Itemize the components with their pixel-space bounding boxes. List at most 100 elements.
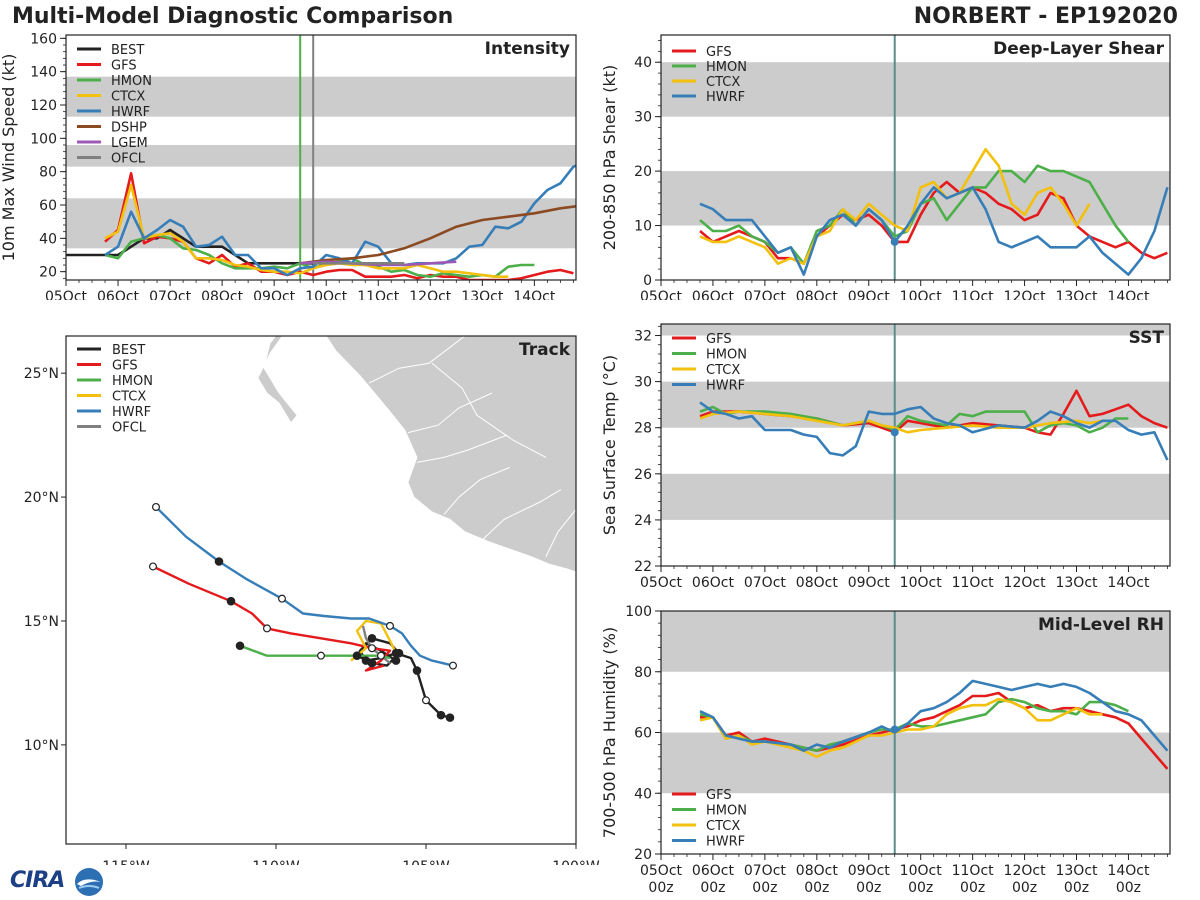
intensity-series-ctcx: [104, 183, 509, 278]
intensity-chart: 2040608010012014016005Oct00z06Oct00z07Oc…: [0, 31, 577, 300]
intensity-ytick-label: 40: [39, 231, 57, 247]
track-xtick-label: 115°W: [102, 859, 150, 865]
rh-forecast-marker: [890, 725, 899, 734]
shear-xtick-date: 09Oct: [848, 289, 891, 300]
shear-xtick-date: 08Oct: [796, 289, 839, 300]
state-border: [368, 336, 466, 384]
sst-ytick-label: 22: [634, 559, 652, 575]
rh-xtick-hour: 00z: [804, 880, 829, 896]
sst-xtick-date: 06Oct: [692, 575, 735, 590]
intensity-series-lgem: [300, 260, 457, 267]
intensity-ytick-label: 140: [30, 65, 57, 81]
sst-ytick-label: 26: [634, 467, 652, 483]
shear-legend-label-gfs: GFS: [706, 45, 732, 60]
sst-legend-label-gfs: GFS: [706, 332, 732, 347]
rh-xtick-date: 10Oct: [900, 863, 943, 879]
rh-xtick-hour: 00z: [1116, 880, 1141, 896]
track-point-best: [367, 634, 377, 643]
rh-legend-label-hmon: HMON: [706, 804, 747, 819]
rh-xtick-date: 05Oct: [640, 863, 683, 879]
rh-xtick-date: 12Oct: [1004, 863, 1047, 879]
intensity-xtick-date: 08Oct: [201, 289, 244, 300]
intensity-xtick-date: 12Oct: [409, 289, 452, 300]
shear-series-hwrf: [699, 186, 1169, 276]
shear-series-ctcx: [699, 148, 1091, 265]
sst-frame: [660, 323, 1171, 567]
intensity-legend-label-hwrf: HWRF: [111, 105, 150, 120]
intensity-ytick-label: 120: [30, 98, 57, 114]
track-title: Track: [519, 340, 571, 360]
shear-ytick-label: 30: [634, 110, 652, 126]
shear-xtick-date: 06Oct: [692, 289, 735, 300]
shear-legend-label-ctcx: CTCX: [706, 75, 740, 90]
intensity-legend-label-ctcx: CTCX: [111, 90, 145, 105]
sst-series-hmon: [699, 405, 1129, 434]
cira-logo: [75, 868, 103, 896]
track-legend-label-gfs: GFS: [112, 359, 138, 374]
shear-xtick-date: 13Oct: [1055, 289, 1098, 300]
track-plot-area: [149, 336, 576, 722]
track-open-point-gfs: [263, 624, 272, 633]
sst-legend-label-hwrf: HWRF: [706, 379, 745, 394]
rh-xtick-date: 14Oct: [1107, 863, 1150, 879]
shear-ytick-label: 0: [643, 273, 652, 289]
land-mexico: [325, 336, 576, 573]
intensity-ytick-label: 80: [39, 165, 57, 181]
intensity-frame: [65, 34, 577, 281]
state-border: [431, 362, 547, 458]
track-open-point-hmon: [317, 651, 326, 660]
track-point-best: [352, 651, 362, 660]
track-point-hwrf: [214, 557, 224, 566]
rh-xtick-date: 13Oct: [1055, 863, 1098, 879]
track-legend-label-ofcl: OFCL: [112, 421, 147, 436]
track-point-best: [394, 648, 404, 658]
track-xtick-label: 110°W: [252, 859, 300, 865]
intensity-ytick-label: 20: [39, 265, 57, 281]
rh-title: Mid-Level RH: [1038, 615, 1164, 635]
sst-series-ctcx: [699, 410, 1103, 434]
sst-legend-label-hmon: HMON: [706, 348, 747, 363]
sst-forecast-marker: [890, 428, 899, 437]
rh-plot-area: [661, 611, 1170, 854]
track-open-point-ofcl: [377, 651, 386, 660]
shear-legend-label-hwrf: HWRF: [706, 90, 745, 105]
intensity-band-1: [66, 145, 576, 167]
rh-xtick-date: 06Oct: [692, 863, 735, 879]
track-point-best: [367, 658, 377, 668]
rh-xtick-hour: 00z: [752, 880, 777, 896]
rh-legend-label-ctcx: CTCX: [706, 819, 740, 834]
shear-ytick-label: 10: [634, 219, 652, 235]
rh-ytick-label: 20: [634, 847, 652, 863]
intensity-xtick-date: 10Oct: [305, 289, 348, 300]
shear-xtick-date: 12Oct: [1004, 289, 1047, 300]
intensity-ytick-label: 160: [30, 31, 57, 47]
rh-chart: 2040608010005Oct00z06Oct00z07Oct00z08Oct…: [600, 604, 1171, 896]
sst-xtick-date: 05Oct: [640, 575, 683, 590]
intensity-series-hwrf: [104, 164, 576, 277]
track-legend-label-ctcx: CTCX: [112, 390, 146, 405]
track-point-hmon: [235, 641, 245, 651]
rh-band-1: [661, 611, 1170, 672]
sst-xtick-date: 09Oct: [848, 575, 891, 590]
page-title: Multi-Model Diagnostic Comparison: [12, 4, 454, 29]
rh-xtick-hour: 00z: [700, 880, 725, 896]
shear-ylabel: 200-850 hPa Shear (kt): [600, 65, 619, 251]
sst-xtick-date: 11Oct: [952, 575, 995, 590]
track-frame: [65, 335, 577, 845]
track-map: 115°W 110°W 105°W 100°W 10°N 15°N 20°N 25°N Trac…: [24, 335, 600, 865]
rh-xtick-date: 08Oct: [796, 863, 839, 879]
sst-chart: 22242628303205Oct00z06Oct00z07Oct00z08Oc…: [600, 323, 1171, 590]
intensity-title: Intensity: [485, 39, 570, 59]
shear-frame: [660, 34, 1171, 281]
intensity-legend-label-gfs: GFS: [111, 59, 137, 74]
track-open-point-best: [422, 696, 431, 705]
sst-plot-area: [661, 324, 1170, 566]
intensity-legend-label-ofcl: OFCL: [111, 152, 146, 167]
rh-legend-label-hwrf: HWRF: [706, 835, 745, 850]
track-series-hwrf: [155, 506, 454, 667]
track-point-best: [391, 656, 401, 665]
intensity-legend-label-dshp: DSHP: [111, 121, 147, 136]
rh-xtick-hour: 00z: [648, 880, 673, 896]
sst-xtick-date: 12Oct: [1004, 575, 1047, 590]
intensity-legend-label-hmon: HMON: [111, 74, 152, 89]
